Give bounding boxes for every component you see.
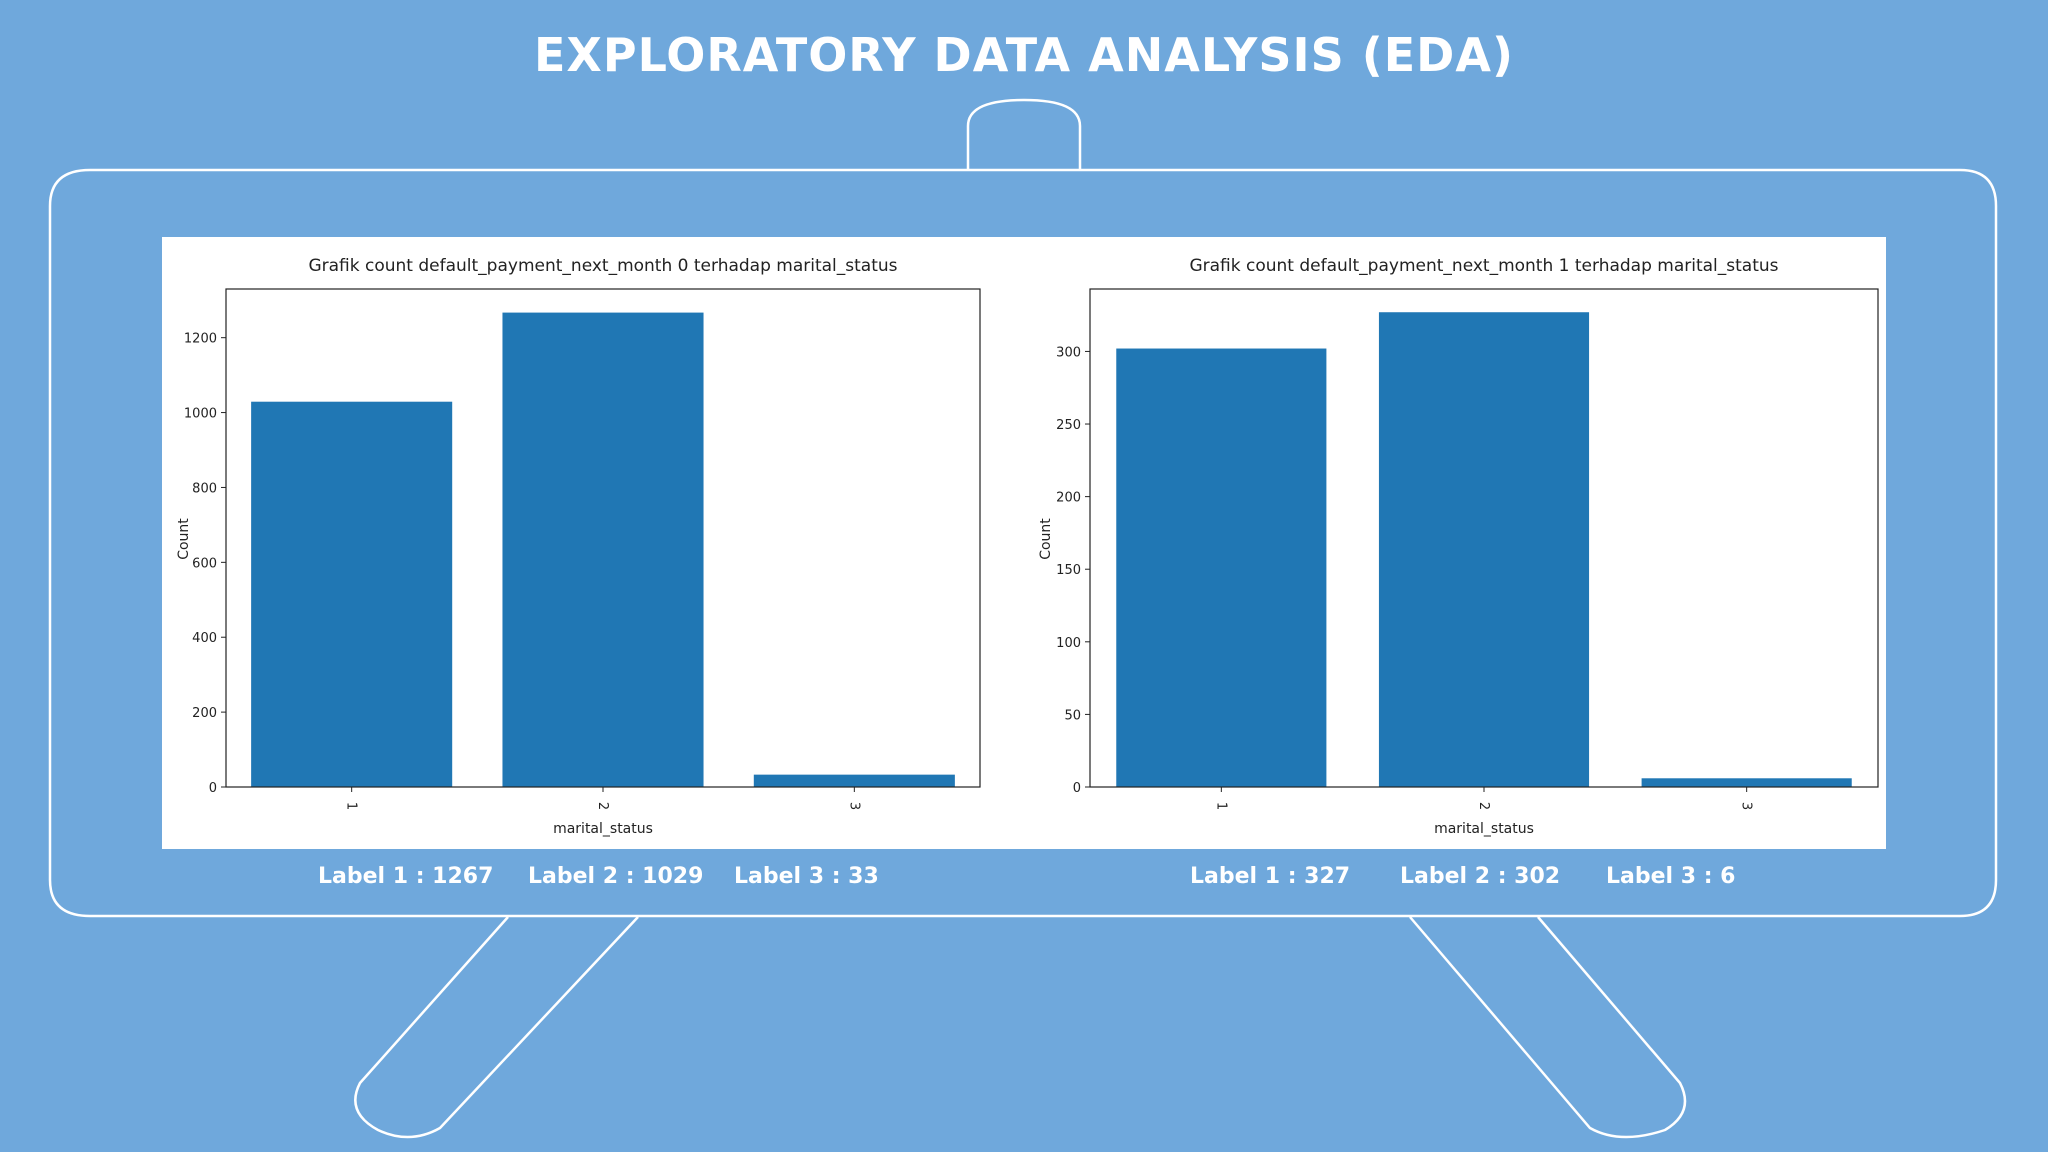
summary-label: Label 2 : 302 (1400, 864, 1561, 889)
summary-label: Label 1 : 327 (1190, 864, 1351, 889)
plot-frame (225, 288, 981, 788)
chart-default-1: Grafik count default_payment_next_month … (1038, 256, 1879, 837)
y-tick-label: 200 (1056, 491, 1081, 506)
y-tick-label: 150 (1056, 563, 1081, 578)
y-tick-label: 250 (1056, 418, 1081, 433)
bar-2 (502, 312, 704, 787)
board-outline (48, 168, 1998, 918)
y-tick-label: 1000 (184, 407, 217, 422)
summary-label: Label 2 : 1029 (528, 864, 704, 889)
y-tick-label: 200 (192, 706, 217, 721)
x-tick-label: 3 (846, 802, 861, 810)
y-tick-label: 600 (192, 556, 217, 571)
y-tick-label: 300 (1056, 345, 1081, 360)
x-axis-label: marital_status (553, 821, 653, 837)
board-hook (966, 98, 1082, 170)
chart-title: Grafik count default_payment_next_month … (1189, 256, 1778, 276)
x-tick-label: 1 (1213, 802, 1228, 810)
charts-canvas: Grafik count default_payment_next_month … (176, 256, 1879, 837)
bar-2 (1378, 312, 1590, 787)
x-tick-label: 1 (344, 802, 359, 810)
x-tick-label: 2 (595, 802, 610, 810)
y-tick-label: 1200 (184, 332, 217, 347)
summary-label: Label 1 : 1267 (318, 864, 494, 889)
y-tick-label: 0 (209, 781, 217, 796)
x-tick-label: 2 (1476, 802, 1491, 810)
y-tick-label: 50 (1064, 708, 1081, 723)
y-axis-label: Count (1038, 518, 1054, 560)
y-tick-label: 0 (1073, 781, 1081, 796)
page-title: EXPLORATORY DATA ANALYSIS (EDA) (534, 28, 1514, 82)
y-axis-label: Count (176, 518, 192, 560)
y-tick-label: 400 (192, 631, 217, 646)
y-tick-label: 100 (1056, 636, 1081, 651)
easel-leg-right (1409, 916, 1687, 1139)
plot-frame (1089, 288, 1879, 788)
bar-3 (1641, 778, 1852, 787)
chart-panel: Grafik count default_payment_next_month … (162, 237, 1886, 849)
x-axis-label: marital_status (1434, 821, 1534, 837)
x-tick-label: 3 (1739, 802, 1754, 810)
chart-title: Grafik count default_payment_next_month … (308, 256, 897, 276)
chart-default-0: Grafik count default_payment_next_month … (176, 256, 981, 837)
y-tick-label: 800 (192, 481, 217, 496)
bar-1 (1116, 348, 1327, 787)
bar-1 (251, 401, 453, 787)
easel-leg-left (354, 916, 639, 1139)
summary-label: Label 3 : 33 (734, 864, 879, 889)
summary-label: Label 3 : 6 (1606, 864, 1736, 889)
bar-3 (753, 774, 955, 787)
